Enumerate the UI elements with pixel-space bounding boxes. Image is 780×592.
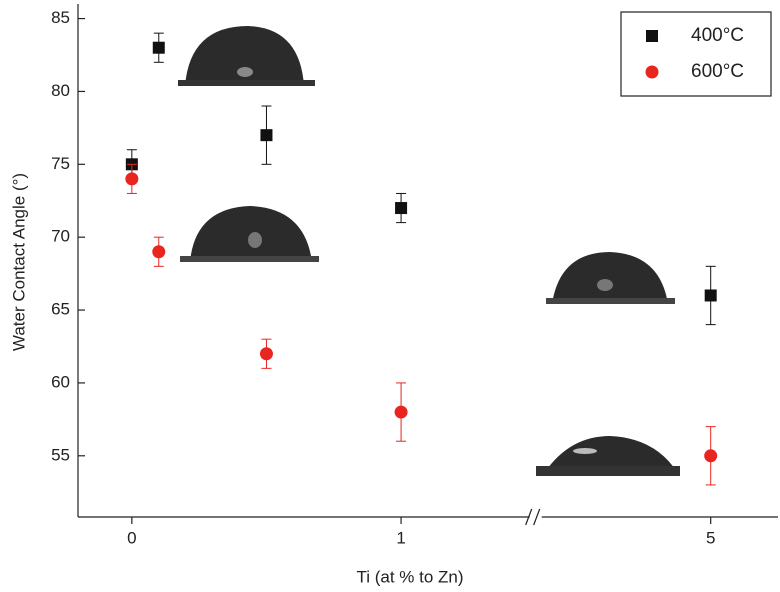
y-tick-label: 80: [51, 81, 70, 100]
droplet-image: [536, 436, 680, 476]
point: [259, 347, 273, 361]
droplet-image: [546, 252, 675, 304]
droplet-image: [180, 206, 319, 262]
legend-marker: [646, 30, 658, 42]
legend-label: 600°C: [691, 61, 744, 82]
y-tick-label: 70: [51, 227, 70, 246]
legend-label: 400°C: [691, 25, 744, 46]
point: [152, 245, 166, 259]
point: [704, 289, 717, 302]
y-axis-label: Water Contact Angle (°): [9, 173, 28, 351]
y-tick-label: 65: [51, 300, 70, 319]
axis-break: [533, 508, 541, 526]
x-tick-label: 5: [706, 528, 715, 547]
point: [395, 202, 408, 215]
point: [394, 405, 408, 419]
point: [704, 449, 718, 463]
y-tick-label: 85: [51, 8, 70, 27]
point: [152, 41, 165, 54]
point: [125, 172, 139, 186]
legend-box: [620, 11, 772, 97]
y-tick-label: 60: [51, 372, 70, 391]
y-tick-label: 75: [51, 154, 70, 173]
point: [260, 129, 273, 142]
legend-marker: [645, 65, 659, 79]
y-tick-label: 55: [51, 445, 70, 464]
x-axis-label: Ti (at % to Zn): [356, 567, 463, 586]
x-tick-label: 0: [127, 528, 136, 547]
x-tick-label: 1: [396, 528, 405, 547]
axis-break: [525, 508, 533, 526]
droplet-image: [178, 24, 315, 86]
